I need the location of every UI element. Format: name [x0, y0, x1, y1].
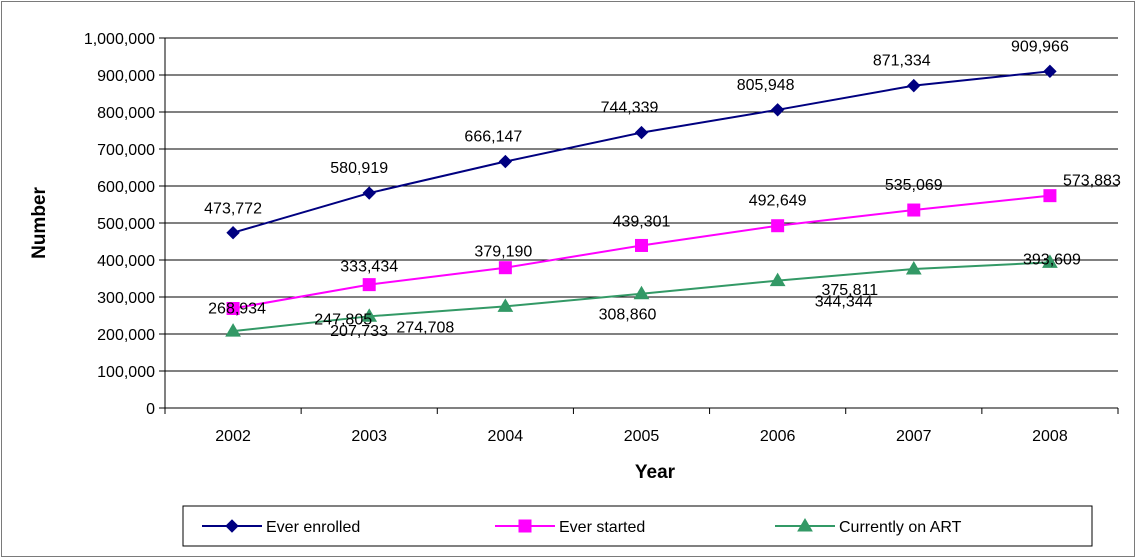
data-point-triangle [1042, 254, 1058, 268]
data-point-diamond [225, 519, 239, 533]
legend-label: Ever started [559, 519, 645, 536]
data-point-triangle [633, 285, 650, 300]
legend-label: Currently on ART [839, 519, 962, 536]
data-point-square [362, 278, 376, 292]
data-label: 379,190 [474, 244, 532, 261]
gridlines [165, 37, 1118, 372]
data-point-diamond [770, 103, 785, 117]
x-tick-label: 2004 [488, 428, 524, 445]
data-label: 268,934 [208, 300, 266, 317]
x-tick-labels: 2002 2003 2004 2005 2006 2007 2008 [215, 428, 1068, 445]
x-tick-label: 2002 [215, 428, 251, 445]
data-label: 344,344 [815, 294, 873, 311]
data-point-square [226, 301, 240, 315]
y-tick-label: 300,000 [97, 290, 155, 307]
data-label: 207,733 [330, 323, 388, 340]
legend: Ever enrolled Ever started Currently on AR… [182, 505, 1093, 547]
y-tick-label: 400,000 [97, 253, 155, 270]
data-point-diamond [634, 125, 649, 140]
data-point-triangle [769, 272, 786, 287]
data-point-diamond [362, 186, 376, 200]
series-lines [225, 64, 1058, 337]
x-tick-label: 2007 [896, 428, 932, 445]
x-tick-label: 2003 [351, 428, 387, 445]
y-tick-label: 0 [146, 401, 155, 418]
data-point-square [771, 219, 785, 233]
data-point-triangle [361, 308, 378, 322]
data-point-triangle [225, 323, 241, 337]
y-tick-label: 200,000 [97, 327, 155, 344]
data-label: 805,948 [737, 77, 795, 94]
data-label: 393,609 [1023, 251, 1081, 268]
data-label: 535,069 [885, 177, 943, 194]
data-label: 439,301 [613, 213, 671, 230]
data-label: 375,811 [821, 282, 878, 299]
data-point-square [635, 238, 648, 252]
data-point-diamond [1043, 64, 1057, 79]
data-point-square [518, 519, 532, 533]
data-label: 909,966 [1011, 38, 1069, 55]
data-point-diamond [226, 225, 240, 240]
data-point-diamond [498, 154, 513, 169]
data-label: 573,883 [1063, 173, 1121, 190]
data-label: 247,805 [314, 311, 372, 328]
data-point-square [498, 261, 512, 275]
data-label: 473,772 [204, 201, 262, 218]
legend-label: Ever enrolled [266, 519, 360, 536]
y-tick-label: 500,000 [97, 216, 155, 233]
y-tick-label: 1,000,000 [84, 31, 155, 48]
data-point-triangle [797, 518, 813, 532]
y-tick-label: 100,000 [97, 364, 155, 381]
x-axis-title: Year [635, 462, 676, 483]
y-tick-label: 800,000 [97, 105, 155, 122]
data-point-square [1043, 189, 1057, 203]
axes [159, 37, 1119, 414]
data-label: 492,649 [749, 193, 807, 210]
y-tick-label: 600,000 [97, 179, 155, 196]
data-point-square [907, 203, 921, 217]
x-tick-label: 2005 [624, 428, 660, 445]
data-label: 308,860 [599, 307, 657, 324]
y-tick-label: 700,000 [97, 142, 155, 159]
x-tick-label: 2006 [760, 428, 796, 445]
y-axis-title: Number [29, 187, 50, 259]
data-label: 580,919 [330, 160, 388, 177]
y-tick-labels: 0 100,000 200,000 300,000 400,000 500,000 600,… [84, 31, 155, 418]
x-tick-label: 2008 [1032, 428, 1068, 445]
data-point-diamond [907, 78, 921, 93]
data-point-triangle [905, 260, 922, 275]
data-label: 274,708 [396, 319, 454, 336]
data-label: 666,147 [464, 129, 522, 146]
legend-box [182, 505, 1093, 547]
y-tick-label: 900,000 [97, 68, 155, 85]
data-label: 744,339 [601, 100, 659, 117]
data-label: 871,334 [873, 53, 931, 70]
data-labels: 473,772 580,919 666,147 744,339 805,948 871,3… [204, 38, 1121, 340]
data-label: 333,434 [340, 259, 398, 276]
data-point-triangle [497, 298, 514, 312]
